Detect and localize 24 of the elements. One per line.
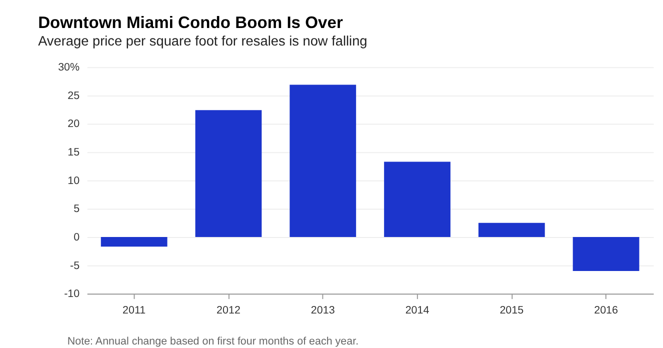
- bar: [384, 162, 450, 238]
- x-tick-label: 2014: [405, 304, 430, 317]
- y-tick-label: 5: [74, 203, 80, 216]
- bar: [100, 237, 168, 247]
- y-tick-label: 10: [68, 174, 80, 187]
- x-tick-label: 2011: [122, 304, 146, 317]
- bar: [290, 84, 356, 238]
- chart-subtitle: Average price per square foot for resales is now falling: [38, 34, 368, 49]
- y-tick-label: 25: [68, 90, 80, 102]
- x-tick-label: 2015: [500, 304, 524, 317]
- y-tick-label: 15: [68, 146, 80, 159]
- x-tick-label: 2013: [310, 304, 335, 317]
- x-tick-label: 2012: [216, 304, 240, 317]
- chart-title: Downtown Miami Condo Boom Is Over: [38, 13, 344, 32]
- bar: [572, 237, 640, 272]
- y-tick-label: 20: [68, 118, 80, 130]
- text: Note: Annual change based on first four months of each year.: [67, 335, 359, 348]
- y-tick-label: -10: [64, 288, 80, 300]
- x-tick-label: 2016: [594, 304, 618, 317]
- bar: [195, 110, 262, 238]
- y-tick-label: 0: [74, 231, 80, 244]
- y-tick-label: -5: [70, 260, 80, 272]
- bar: [478, 222, 545, 238]
- y-tick-label: 30%: [58, 62, 80, 74]
